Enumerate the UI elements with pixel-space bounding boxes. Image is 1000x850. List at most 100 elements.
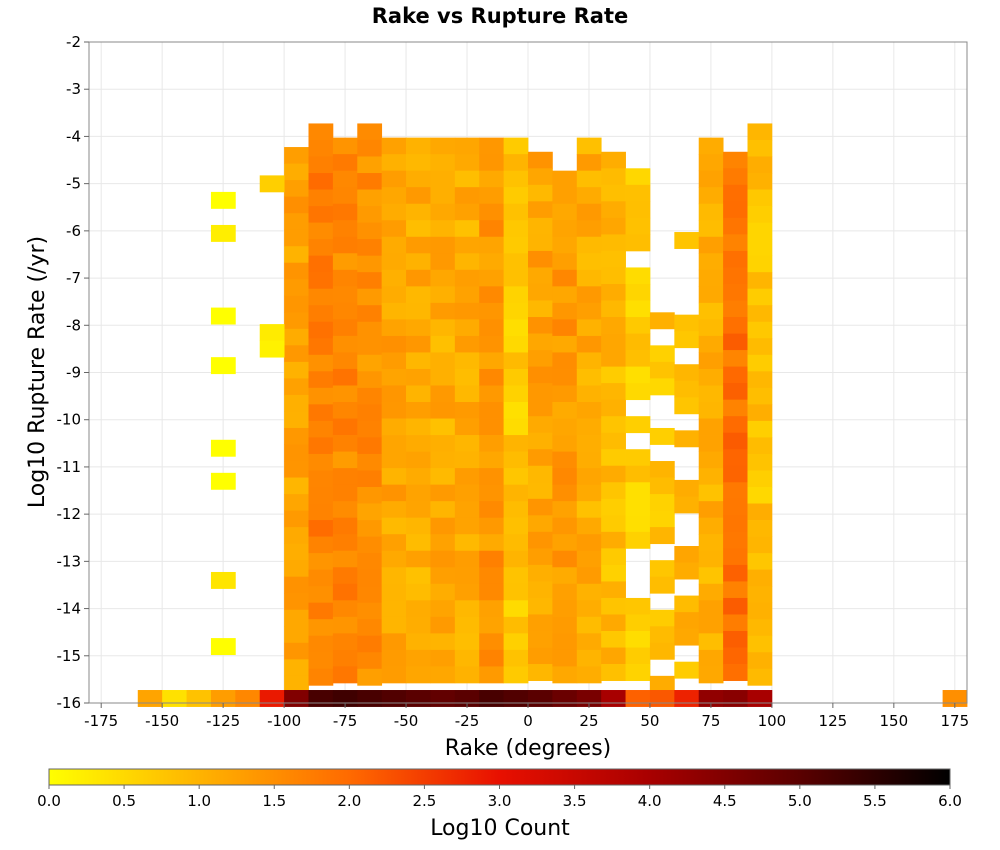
heatmap-cell (332, 484, 358, 502)
y-tick-label: -3 (66, 80, 81, 98)
heatmap-cell (625, 614, 651, 632)
heatmap-cell (284, 444, 309, 462)
heatmap-cell (747, 338, 773, 356)
heatmap-cell (381, 154, 407, 172)
heatmap-cell (528, 168, 553, 186)
heatmap-cell (332, 368, 358, 386)
heatmap-cell (284, 477, 309, 495)
heatmap-cell (479, 567, 505, 585)
heatmap-cell (625, 366, 651, 384)
heatmap-cell (674, 562, 700, 580)
heatmap-cell (747, 189, 773, 207)
heatmap-cell (308, 288, 334, 306)
heatmap-cell (552, 368, 578, 386)
heatmap-cell (406, 633, 431, 651)
heatmap-cell (479, 484, 505, 502)
heatmap-cell (284, 675, 309, 693)
heatmap-cell (601, 201, 626, 219)
heatmap-cell (137, 690, 163, 707)
heatmap-cell (723, 482, 748, 500)
heatmap-cell (503, 616, 529, 634)
heatmap-cell (576, 137, 602, 155)
heatmap-cell (381, 187, 407, 205)
heatmap-cell (528, 614, 553, 632)
heatmap-cell (698, 567, 724, 585)
heatmap-cell (308, 602, 334, 620)
heatmap-cell (381, 203, 407, 221)
heatmap-cell (747, 536, 773, 554)
x-tick-label: -175 (84, 712, 118, 730)
heatmap-cell (479, 600, 505, 618)
heatmap-cell (357, 453, 383, 471)
heatmap-cell (503, 170, 529, 188)
heatmap-cell (406, 418, 431, 436)
heatmap-cell (406, 600, 431, 618)
heatmap-cell (552, 616, 578, 634)
heatmap-cell (576, 302, 602, 320)
heatmap-cell (601, 317, 626, 334)
heatmap-cell (528, 531, 553, 549)
heatmap-cell (747, 288, 773, 306)
heatmap-cell (357, 338, 383, 356)
heatmap-cell (357, 222, 383, 240)
colorbar-tick-label: 5.5 (863, 792, 887, 810)
heatmap-cell (332, 335, 358, 353)
heatmap-cell (308, 420, 334, 438)
heatmap-cell (649, 609, 675, 627)
heatmap-cell (601, 690, 626, 707)
heatmap-cell (430, 137, 456, 155)
heatmap-cell (284, 494, 309, 512)
heatmap-cell (601, 498, 626, 516)
heatmap-cell (430, 286, 456, 304)
heatmap-cell (332, 236, 358, 254)
heatmap-cell (552, 550, 578, 568)
heatmap-cell (625, 690, 651, 707)
heatmap-cell (210, 224, 236, 242)
heatmap-cell (332, 154, 358, 172)
heatmap-cell (308, 453, 334, 471)
colorbar (48, 768, 951, 786)
heatmap-cell (406, 534, 431, 552)
heatmap-cell (406, 253, 431, 271)
heatmap-cell (381, 418, 407, 436)
heatmap-cell (576, 435, 602, 452)
heatmap-cell (357, 239, 383, 257)
heatmap-cell (332, 269, 358, 287)
heatmap-cell (430, 649, 456, 667)
heatmap-cell (649, 510, 675, 528)
heatmap-cell (576, 649, 602, 667)
heatmap-cell (601, 168, 626, 186)
heatmap-cell (332, 550, 358, 568)
heatmap-cell (430, 616, 456, 634)
heatmap-cell (576, 567, 602, 585)
heatmap-cell (332, 385, 358, 403)
heatmap-cell (406, 220, 431, 238)
heatmap-cell (674, 314, 700, 332)
heatmap-cell (430, 600, 456, 618)
heatmap-cell (406, 154, 431, 172)
y-tick-label: -16 (57, 694, 82, 712)
heatmap-cell (723, 564, 748, 582)
colorbar-tick-label: 2.5 (412, 792, 436, 810)
heatmap-cell (723, 614, 748, 632)
heatmap-cell (308, 619, 334, 637)
heatmap-cell (552, 451, 578, 469)
heatmap-cell (259, 175, 285, 193)
heatmap-cell (381, 170, 407, 188)
heatmap-cell (284, 213, 309, 231)
heatmap-cell (406, 170, 431, 188)
heatmap-cell (723, 184, 748, 202)
heatmap-cell (601, 564, 626, 582)
heatmap-cell (454, 633, 480, 651)
heatmap-cell (528, 581, 553, 599)
heatmap-cell (357, 123, 383, 141)
heatmap-cell (552, 468, 578, 486)
heatmap-cell (259, 690, 285, 707)
heatmap-cell (454, 203, 480, 221)
heatmap-cell (430, 468, 456, 486)
heatmap-cell (576, 451, 602, 469)
heatmap-cell (284, 461, 309, 478)
heatmap-cell (454, 302, 480, 320)
heatmap-cell (698, 600, 724, 618)
